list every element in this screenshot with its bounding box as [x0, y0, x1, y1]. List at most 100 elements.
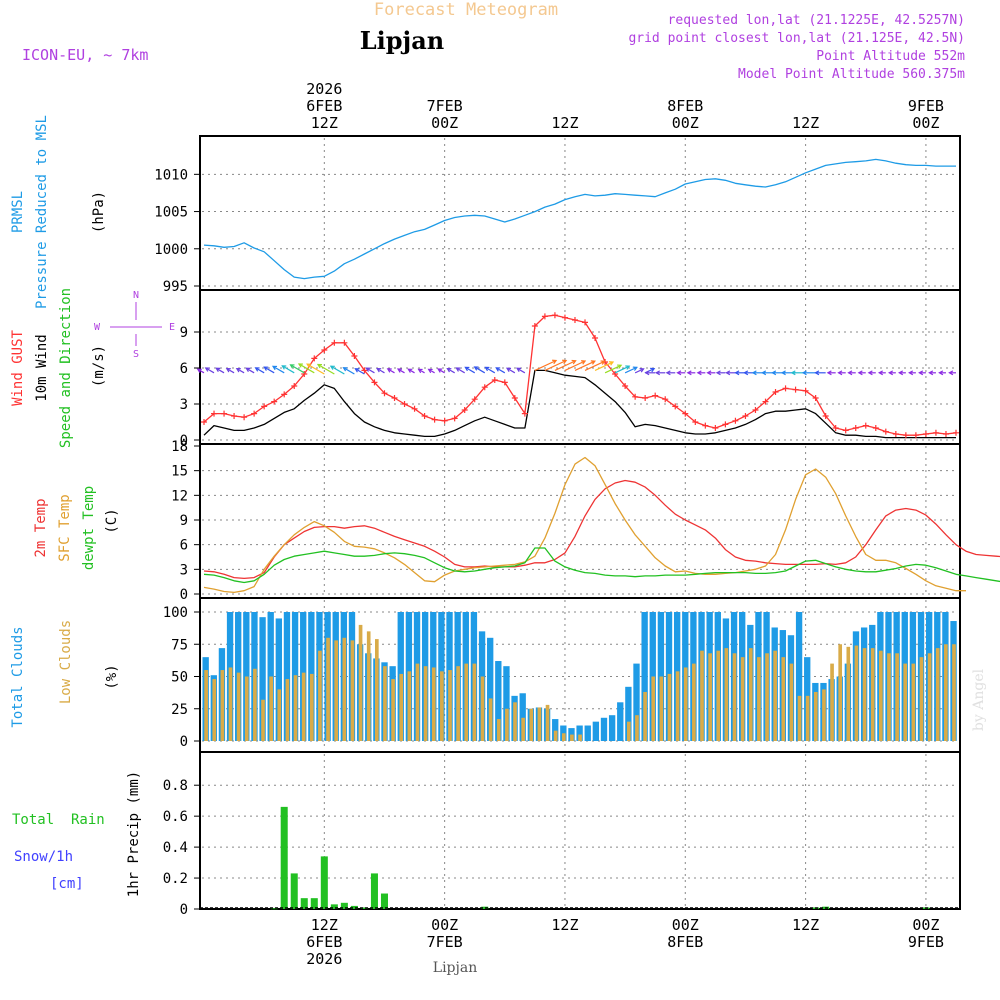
wind-unit: (m/s): [91, 345, 107, 387]
wind-arrow-head: [505, 367, 512, 373]
wind-arrow-head: [761, 370, 767, 376]
rain-bar: [280, 806, 288, 909]
gust-marker: [672, 403, 679, 410]
wind-arrow-head: [376, 367, 382, 373]
low-cloud-bar: [765, 653, 769, 741]
wind-arrow-head: [608, 361, 615, 366]
footer-location: Lipjan: [433, 960, 477, 976]
gust-marker: [622, 383, 629, 389]
wind-arrow-head: [515, 367, 522, 373]
low-cloud-bar: [480, 676, 485, 741]
wind-arrow: [867, 370, 876, 376]
pressure-ytick-label: 995: [163, 279, 188, 295]
gust-marker: [381, 390, 388, 397]
low-cloud-bar: [415, 663, 420, 741]
wind-arrow-head: [771, 370, 777, 376]
wind-arrow: [316, 363, 335, 375]
wind-arrow: [706, 370, 716, 376]
wind-arrow-shaft: [594, 361, 614, 371]
wind-arrow-head: [473, 366, 479, 371]
low-cloud-bar: [561, 733, 566, 741]
wind-ylabel-direction: Speed and Direction: [58, 288, 74, 448]
low-cloud-bar: [472, 663, 477, 741]
rain-bar: [290, 873, 298, 909]
low-cloud-bar: [675, 671, 680, 741]
low-cloud-bar: [944, 644, 948, 741]
wind-arrow-head: [215, 367, 221, 373]
gust-marker: [742, 413, 749, 419]
rain-bar: [380, 893, 388, 909]
pressure-ylabel-1: PRMSL: [10, 191, 26, 233]
wind-arrow-head: [562, 359, 568, 365]
top-time-label: 12Z: [792, 114, 819, 132]
wind-arrow-head: [696, 370, 702, 376]
wind-arrow: [847, 370, 856, 376]
gust-marker: [461, 407, 468, 413]
total-cloud-bar: [275, 618, 283, 741]
bottom-time-label: 6FEB: [306, 933, 342, 951]
temperature-ytick-label: 15: [171, 464, 188, 480]
wind-arrow-head: [814, 370, 820, 376]
low-cloud-bar: [399, 673, 404, 741]
wind-arrow: [814, 370, 826, 376]
wind-arrow: [473, 366, 486, 374]
wind-arrow-shaft: [366, 367, 375, 374]
wind-arrow-shaft: [298, 363, 315, 374]
low-cloud-bar: [578, 734, 582, 741]
wind-arrow: [918, 370, 926, 376]
wind-arrow-head: [271, 365, 278, 371]
compass-s: S: [133, 349, 139, 360]
wind-arrow-head: [446, 367, 452, 373]
wind-arrow: [297, 363, 315, 374]
wind-arrow: [505, 367, 516, 374]
low-cloud-bar: [830, 663, 834, 741]
low-cloud-bar: [740, 657, 745, 741]
low-cloud-bar: [505, 708, 509, 741]
gust-marker: [712, 425, 719, 431]
wind-arrow-head: [938, 370, 944, 376]
gust-marker: [251, 410, 258, 417]
wind-arrow-head: [552, 359, 558, 365]
wind-arrow-head: [751, 370, 757, 376]
precip-ylabel-rain: Total Rain: [12, 812, 105, 828]
wind-arrow: [204, 367, 215, 374]
wind-arrow: [427, 368, 435, 374]
rain-bar: [350, 905, 358, 909]
pressure-unit: (hPa): [91, 191, 107, 233]
wind-arrow: [887, 370, 896, 376]
wind-arrow: [354, 368, 365, 375]
low-cloud-bar: [911, 663, 916, 741]
gust-marker: [391, 395, 398, 401]
line-layer: [200, 158, 1000, 909]
bottom-time-label: 2026: [306, 950, 342, 968]
wind-arrow-head: [650, 367, 656, 373]
rain-bar: [320, 856, 328, 909]
low-cloud-bar: [358, 624, 363, 741]
temperature-ytick-label: 18: [171, 439, 188, 455]
wind-arrow-shaft: [584, 360, 605, 371]
wind-arrow: [484, 366, 496, 374]
clouds-ytick-label: 100: [163, 605, 188, 621]
total-cloud-bar: [600, 717, 608, 741]
low-cloud-bar: [870, 648, 875, 741]
wind-arrow-head: [297, 363, 303, 368]
rain-bar: [270, 908, 278, 910]
wind-arrow-head: [706, 370, 712, 376]
temperature-axis-titles: 2m Temp SFC Temp dewpt Temp (C): [33, 486, 120, 570]
wind-arrow-head: [654, 370, 661, 376]
low-cloud-bar: [488, 698, 493, 741]
wind-arrow-head: [617, 364, 623, 369]
wind-arrow-head: [639, 368, 645, 373]
wind-ytick-label: 6: [180, 361, 188, 377]
wind-arrow: [386, 368, 395, 374]
gust-marker: [571, 317, 578, 323]
point-altitude: Point Altitude 552m: [816, 49, 965, 64]
wind-arrow-head: [857, 370, 863, 376]
gust-marker: [852, 425, 859, 431]
low-cloud-bar: [228, 667, 233, 741]
wind-arrow: [365, 367, 375, 374]
wind-arrow: [644, 370, 656, 376]
wind-arrow-head: [644, 370, 650, 376]
low-cloud-bar: [919, 657, 924, 741]
